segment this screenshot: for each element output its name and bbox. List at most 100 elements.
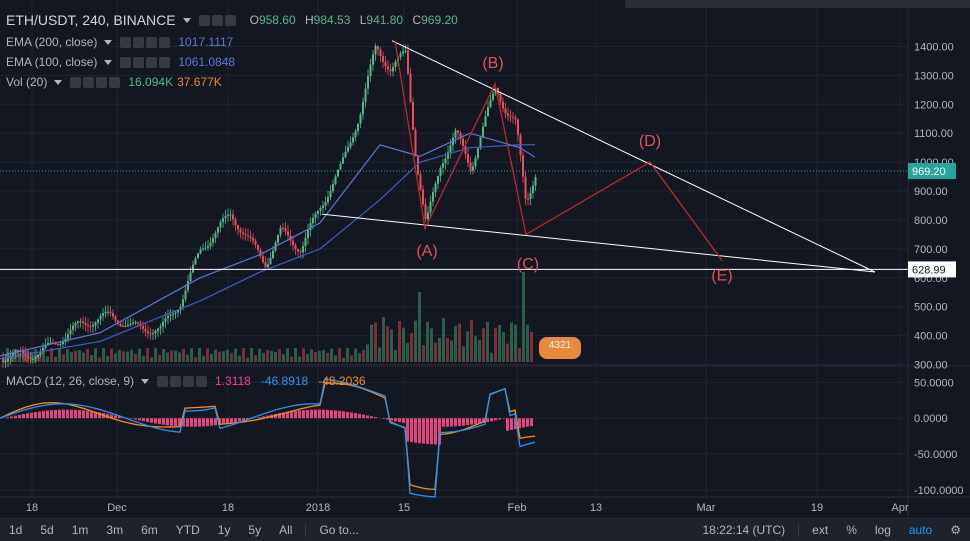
macd-hist-bar <box>42 411 45 418</box>
candle-body <box>255 241 257 245</box>
volume-bar <box>282 354 285 362</box>
candle-body <box>402 51 404 53</box>
macd-hist-bar <box>22 414 25 418</box>
period-1d[interactable]: 1d <box>0 523 31 537</box>
macd-hist-bar <box>38 411 41 418</box>
volume-bar <box>130 350 133 362</box>
candle-body <box>242 232 244 234</box>
gear-icon[interactable]: ⚙ <box>941 523 970 537</box>
candle-body <box>442 163 444 168</box>
macd-hist-bar <box>194 418 197 427</box>
candle-body <box>272 251 274 258</box>
macd-hist-bar <box>258 417 261 418</box>
volume-bar <box>90 355 93 362</box>
macd-hist-bar <box>506 418 509 431</box>
goto-button[interactable]: Go to... <box>310 523 367 537</box>
macd-hist-bar <box>114 415 117 418</box>
volume-bar <box>222 351 225 362</box>
volume-bar <box>454 326 457 362</box>
candle-body <box>7 359 9 361</box>
candle-body <box>435 184 437 192</box>
candle-body <box>512 117 514 118</box>
candle-body <box>467 154 469 163</box>
period-5y[interactable]: 5y <box>239 523 270 537</box>
macd-hist-bar <box>462 418 465 426</box>
auto-toggle[interactable]: auto <box>900 523 941 537</box>
period-1m[interactable]: 1m <box>63 523 98 537</box>
candle-body <box>72 326 74 330</box>
candle-body <box>107 312 109 313</box>
candle-body <box>517 119 519 135</box>
candle-body <box>432 192 434 201</box>
candle-body <box>327 197 329 202</box>
volume-bar <box>158 355 161 362</box>
candle-body <box>350 142 352 147</box>
volume-bar <box>266 350 269 362</box>
macd-hist-bar <box>422 418 425 443</box>
volume-bar <box>278 349 281 362</box>
macd-hist-bar <box>346 412 349 418</box>
period-3m[interactable]: 3m <box>97 523 132 537</box>
candle-body <box>360 115 362 124</box>
volume-legend: Vol (20) 16.094K 37.677K <box>6 75 222 89</box>
candle-body <box>235 219 237 225</box>
candle-body <box>387 66 389 69</box>
candle-body <box>160 326 162 328</box>
candle-body <box>82 321 84 323</box>
period-5d[interactable]: 5d <box>31 523 62 537</box>
candle-body <box>80 321 82 322</box>
symbol-buttons[interactable] <box>199 15 236 26</box>
log-toggle[interactable]: log <box>866 523 900 537</box>
last-price-label: 969.20 <box>912 166 946 178</box>
period-1y[interactable]: 1y <box>209 523 240 537</box>
price-tick: 700.00 <box>914 244 948 256</box>
volume-bar <box>466 331 469 362</box>
macd-hist-bar <box>310 410 313 418</box>
volume-bar <box>462 346 465 362</box>
price-tick: 400.00 <box>914 331 948 343</box>
volume-bar <box>82 353 85 362</box>
candle-body <box>200 249 202 253</box>
candle-body <box>175 313 177 314</box>
candle-body <box>125 326 127 327</box>
symbol-label[interactable]: ETH/USDT, 240, BINANCE <box>6 12 176 28</box>
candle-body <box>162 322 164 326</box>
macd-hist-bar <box>390 418 393 420</box>
ext-toggle[interactable]: ext <box>803 523 837 537</box>
macd-tick: 50.0000 <box>914 377 954 389</box>
period-all[interactable]: All <box>270 523 301 537</box>
volume-bar <box>390 330 393 362</box>
candle-body <box>112 313 114 317</box>
macd-hist-bar <box>290 411 293 418</box>
macd-hist-bar <box>350 412 353 418</box>
macd-hist-bar <box>402 418 405 423</box>
volume-bar <box>66 349 69 362</box>
candle-body <box>62 342 64 344</box>
volume-bar <box>362 350 365 362</box>
period-6m[interactable]: 6m <box>132 523 167 537</box>
period-ytd[interactable]: YTD <box>167 523 209 537</box>
ema100-buttons[interactable] <box>120 57 170 68</box>
time-tick: 2018 <box>306 502 330 514</box>
symbol-dropdown-icon[interactable] <box>183 18 191 23</box>
macd-hist-bar <box>206 418 209 426</box>
ema200-buttons[interactable] <box>120 37 170 48</box>
candle-body <box>222 218 224 222</box>
volume-buttons[interactable] <box>70 77 120 88</box>
macd-hist-bar <box>10 416 13 418</box>
macd-hist-bar <box>6 417 9 418</box>
volume-bar <box>458 323 461 362</box>
candle-body <box>142 326 144 329</box>
candle-body <box>287 231 289 235</box>
volume-bar <box>294 348 297 362</box>
candle-body <box>120 324 122 326</box>
volume-bar <box>354 349 357 362</box>
symbol-legend: ETH/USDT, 240, BINANCE O958.60 H984.53 L… <box>6 12 458 28</box>
macd-buttons[interactable] <box>157 376 207 387</box>
candle-body <box>67 334 69 338</box>
volume-badge: 4321 <box>549 340 572 351</box>
macd-hist-bar <box>326 410 329 418</box>
percent-toggle[interactable]: % <box>837 523 866 537</box>
candle-body <box>145 329 147 332</box>
volume-bar <box>138 349 141 362</box>
